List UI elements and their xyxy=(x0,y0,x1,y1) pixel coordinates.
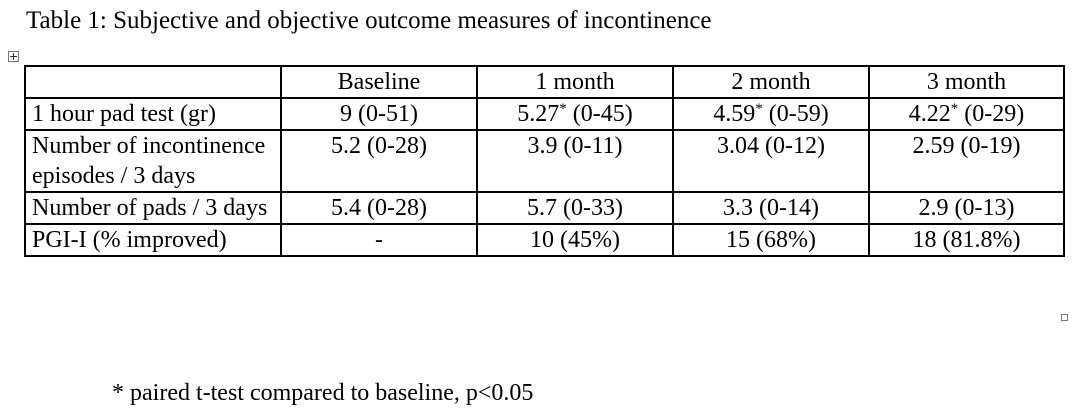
table-resize-handle[interactable] xyxy=(1061,314,1068,321)
table-row: Number of incontinence episodes / 3 days… xyxy=(24,129,1065,193)
cell-range: (0-11) xyxy=(563,133,623,159)
cell-value: 3.04 xyxy=(717,133,759,159)
table-cell: 5.27* (0-45) xyxy=(476,97,674,131)
cell-superscript: * xyxy=(755,101,763,117)
cell-value: 4.22 xyxy=(908,101,951,127)
table-cell: 3.04 (0-12) xyxy=(672,129,870,193)
cell-range: (45%) xyxy=(560,227,620,253)
cell-value: 2.59 xyxy=(912,133,955,159)
cell-range: (0-45) xyxy=(572,101,633,127)
table-row: 1 hour pad test (gr) 9 (0-51) 5.27* (0-4… xyxy=(24,97,1065,131)
header-cell-baseline: Baseline xyxy=(280,65,478,99)
cell-range: (0-14) xyxy=(759,195,819,221)
table-header-row: Baseline 1 month 2 month 3 month xyxy=(24,65,1065,99)
row-label: 1 hour pad test (gr) xyxy=(24,97,282,131)
cell-range: (0-19) xyxy=(960,133,1021,159)
cell-value: 5.4 xyxy=(331,195,361,221)
row-label: Number of incontinence episodes / 3 days xyxy=(24,129,282,193)
cell-value: - xyxy=(375,227,383,253)
table-cell: 5.4 (0-28) xyxy=(280,191,478,225)
table-cell: 9 (0-51) xyxy=(280,97,478,131)
cell-superscript: * xyxy=(950,101,959,117)
cell-value: 3.9 xyxy=(527,133,558,159)
cell-value: 5.7 xyxy=(527,195,557,221)
table-cell: 5.2 (0-28) xyxy=(280,129,478,193)
table-cell: 4.22* (0-29) xyxy=(868,97,1065,131)
table-cell: 2.9 (0-13) xyxy=(868,191,1065,225)
header-cell-empty xyxy=(24,65,282,99)
table-cell: 4.59* (0-59) xyxy=(672,97,870,131)
cell-value: 5.2 xyxy=(331,133,361,159)
table-footnote: * paired t-test compared to baseline, p<… xyxy=(112,380,534,406)
cell-value: 10 xyxy=(530,227,554,253)
outcomes-table: Baseline 1 month 2 month 3 month 1 hour … xyxy=(24,65,1065,257)
table-cell: 3.3 (0-14) xyxy=(672,191,870,225)
row-label: PGI-I (% improved) xyxy=(24,223,282,257)
cell-range: (0-29) xyxy=(964,101,1025,127)
table-move-handle-icon[interactable] xyxy=(8,51,19,62)
cell-range: (0-33) xyxy=(563,195,623,221)
cell-range: (0-13) xyxy=(954,195,1015,221)
cell-value: 2.9 xyxy=(918,195,949,221)
cell-range: (0-51) xyxy=(358,101,418,127)
cell-superscript: * xyxy=(559,101,567,117)
cell-range: (0-28) xyxy=(367,195,427,221)
header-cell-1-month: 1 month xyxy=(476,65,674,99)
cell-value: 4.59 xyxy=(713,101,756,127)
cell-range: (0-28) xyxy=(367,133,427,159)
table-cell: 15 (68%) xyxy=(672,223,870,257)
cell-range: (81.8%) xyxy=(942,227,1021,253)
cell-value: 18 xyxy=(912,227,937,253)
cell-value: 15 xyxy=(726,227,750,253)
table-cell: - xyxy=(280,223,478,257)
table-caption: Table 1: Subjective and objective outcom… xyxy=(26,7,712,34)
cell-value: 3.3 xyxy=(723,195,753,221)
cell-value: 9 xyxy=(340,101,352,127)
header-cell-3-month: 3 month xyxy=(868,65,1065,99)
table-cell: 3.9 (0-11) xyxy=(476,129,674,193)
table-row: Number of pads / 3 days 5.4 (0-28) 5.7 (… xyxy=(24,191,1065,225)
table-row: PGI-I (% improved) - 10 (45%) 15 (68%) 1… xyxy=(24,223,1065,257)
cell-range: (0-12) xyxy=(765,133,825,159)
cell-range: (0-59) xyxy=(768,101,829,127)
table-cell: 10 (45%) xyxy=(476,223,674,257)
header-cell-2-month: 2 month xyxy=(672,65,870,99)
cell-value: 5.27 xyxy=(517,101,560,127)
table-cell: 2.59 (0-19) xyxy=(868,129,1065,193)
table-cell: 5.7 (0-33) xyxy=(476,191,674,225)
row-label: Number of pads / 3 days xyxy=(24,191,282,225)
cell-range: (68%) xyxy=(756,227,816,253)
table-cell: 18 (81.8%) xyxy=(868,223,1065,257)
